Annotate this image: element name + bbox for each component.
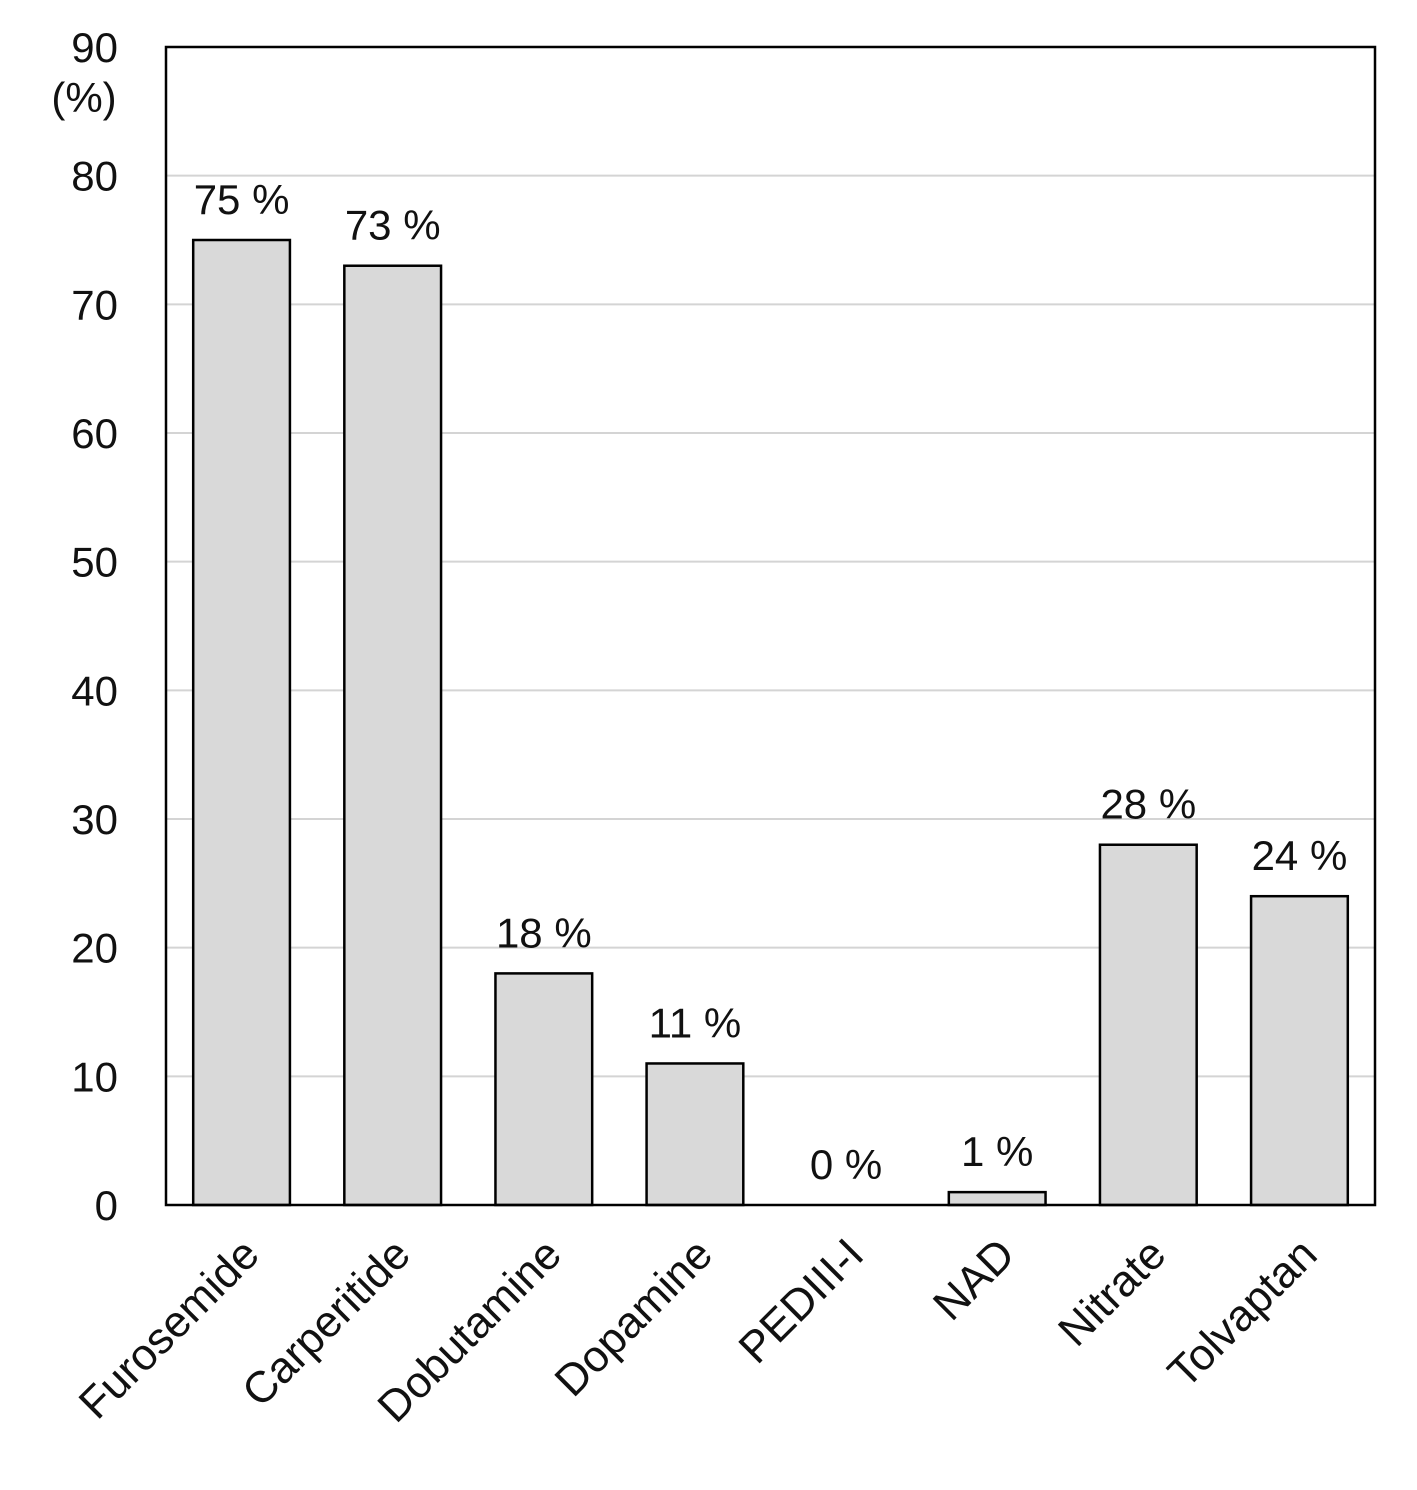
- bar-furosemide: [191, 238, 292, 1207]
- data-label-pediii-i: 0 %: [810, 1141, 882, 1188]
- data-labels: 75 % 73 % 18 % 11 % 0 % 1 % 28 % 24 %: [194, 176, 1348, 1188]
- x-tick-label-dopamine: Dopamine: [546, 1229, 722, 1405]
- y-tick-label-70: 70: [71, 281, 118, 328]
- data-label-tolvaptan: 24 %: [1252, 832, 1348, 879]
- y-tick-label-20: 20: [71, 925, 118, 972]
- y-tick-label-30: 30: [71, 796, 118, 843]
- data-label-dobutamine: 18 %: [496, 909, 592, 956]
- bar-tolvaptan: [1249, 894, 1350, 1207]
- bar-dobutamine: [494, 972, 594, 1207]
- bar-nitrate: [1098, 843, 1198, 1207]
- y-tick-label-50: 50: [71, 539, 118, 586]
- x-tick-label-tolvaptan: Tolvaptan: [1159, 1229, 1327, 1397]
- y-tick-label-0: 0: [95, 1182, 118, 1229]
- data-label-carperitide: 73 %: [345, 202, 441, 249]
- y-tick-label-80: 80: [71, 153, 118, 200]
- bar-carperitide: [343, 264, 443, 1207]
- bar-nad: [947, 1190, 1047, 1207]
- y-axis-ticks: 0 10 20 30 40 50 60 70 80 90: [71, 24, 118, 1229]
- y-tick-label-90: 90: [71, 24, 118, 71]
- y-tick-label-10: 10: [71, 1053, 118, 1100]
- bars: [191, 238, 1350, 1207]
- y-axis-unit-label: (%): [51, 74, 116, 121]
- x-tick-label-nad: NAD: [924, 1229, 1024, 1329]
- plot-frame: [164, 45, 1377, 1207]
- x-tick-label-nitrate: Nitrate: [1049, 1229, 1175, 1355]
- y-tick-label-40: 40: [71, 667, 118, 714]
- data-label-furosemide: 75 %: [194, 176, 290, 223]
- data-label-nad: 1 %: [961, 1128, 1033, 1175]
- bar-dopamine: [645, 1062, 745, 1207]
- y-tick-label-60: 60: [71, 410, 118, 457]
- x-tick-label-pediii-i: PEDIII-I: [730, 1229, 874, 1373]
- x-tick-label-furosemide: Furosemide: [70, 1229, 269, 1428]
- data-label-dopamine: 11 %: [649, 999, 742, 1046]
- data-label-nitrate: 28 %: [1100, 781, 1196, 828]
